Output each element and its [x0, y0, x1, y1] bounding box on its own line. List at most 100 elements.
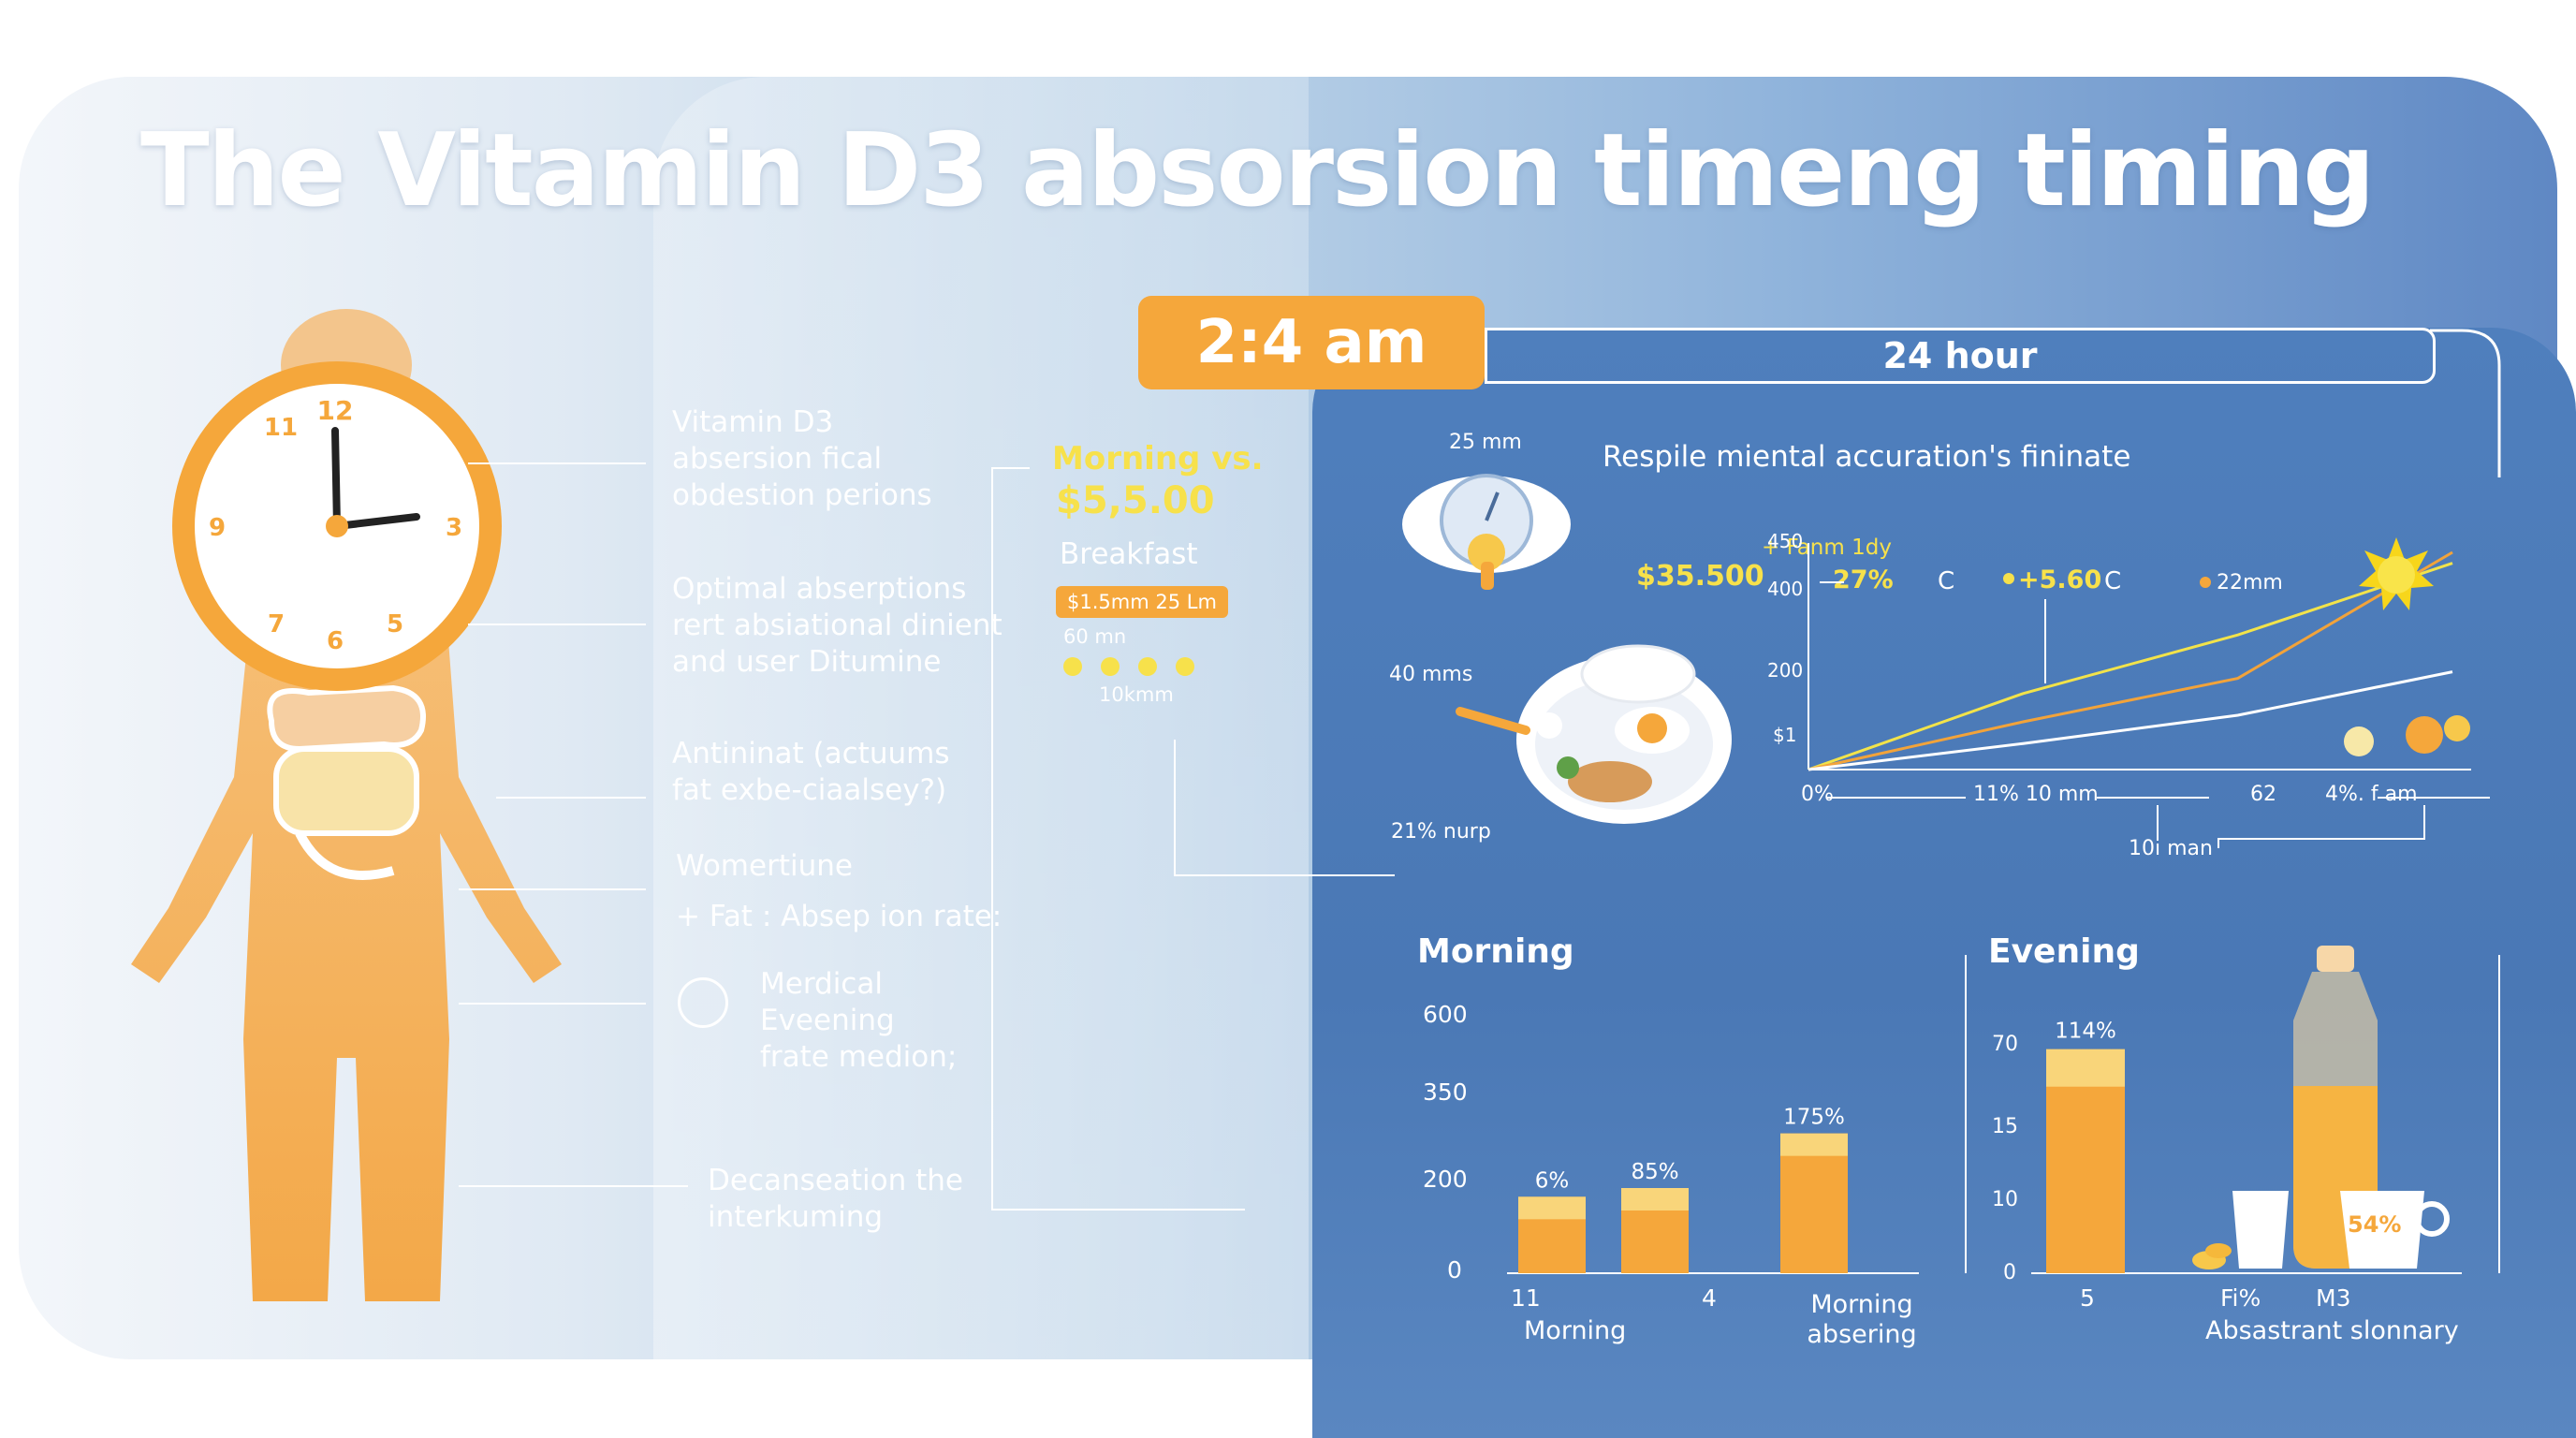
x-label-1: 11% 10 mm: [1973, 783, 2099, 806]
marker-dot: [2003, 573, 2014, 584]
food-bottom-label: 21% nurp: [1391, 820, 1491, 844]
clock-icon: 12 11 9 3 7 6 5: [172, 361, 502, 691]
label-line: Eveening: [760, 1004, 895, 1037]
x-axis-arrows: [1827, 797, 2490, 848]
y-tick: 600: [1423, 1001, 1468, 1028]
breakfast-plate-icon: [1456, 644, 1732, 824]
morning-bar-chart: 600 350 200 0 6% 85% 175%: [1423, 1001, 1919, 1284]
evening-m3-label: M3: [2316, 1284, 2351, 1312]
morning-bar-cap: [1621, 1188, 1689, 1211]
clock-number-7: 7: [268, 610, 285, 638]
breakfast-label: Breakfast: [1060, 537, 1198, 571]
clock-number-5: 5: [387, 610, 403, 638]
evening-bar-chart: 70 15 10 0 114%: [1965, 946, 2500, 1283]
line-series-1: [1808, 550, 2453, 771]
morning-category-1: 4: [1702, 1284, 1717, 1312]
morning-bar-cap: [1518, 1196, 1586, 1220]
coins-icon: [2192, 1243, 2232, 1269]
pills-icon: [2344, 715, 2470, 756]
label-absorption-periods: Vitamin D3 absersion fical obdestion per…: [672, 404, 932, 514]
label-line: Decanseation the: [708, 1164, 963, 1197]
x-label-0: 0%: [1801, 783, 1834, 806]
evening-chart-title: Evening: [1988, 932, 2140, 971]
morning-bar-label: 175%: [1783, 1106, 1845, 1130]
label-fat: Antininat (actuums fat exbe-ciaalsey?): [672, 736, 949, 809]
annotation-560: +5.60: [2018, 565, 2102, 594]
y-tick: 400: [1767, 578, 1803, 600]
label-medical-evening: Merdical Eveening frate medion;: [760, 966, 957, 1076]
label-line: Womertiune: [676, 849, 853, 883]
clock-number-12: 12: [317, 395, 354, 426]
morning-bar-cap: [1780, 1133, 1848, 1156]
morning-bar: [1780, 1133, 1848, 1273]
clock-number-9: 9: [209, 514, 226, 542]
y-tick: 10: [1992, 1188, 2018, 1211]
x-label-3: 4%. f am: [2325, 783, 2418, 806]
y-tick: 200: [1767, 659, 1803, 682]
y-tick: 0: [2003, 1261, 2016, 1283]
dot: [1138, 657, 1157, 676]
sun-icon: [2359, 537, 2434, 610]
morning-x-label: Morning: [1524, 1316, 1627, 1345]
label-line: obdestion perions: [672, 478, 932, 512]
page-title: The Vitamin D3 absorsion timeng timing: [140, 112, 2376, 229]
clock-number-6: 6: [327, 627, 344, 655]
label-line: rert absiational dinient: [672, 609, 1003, 642]
annotation-c2: C: [2104, 567, 2122, 595]
evening-x-label: Absastrant slonnary: [2205, 1316, 2459, 1345]
morning-category-0: 11: [1511, 1284, 1541, 1312]
clock-number-3: 3: [446, 514, 462, 542]
dot: [1176, 657, 1194, 676]
label-line: Vitamin D3: [672, 405, 834, 439]
dot: [1101, 657, 1120, 676]
food-price-label: $35.500: [1636, 560, 1764, 593]
body-illustration: 12 11 9 3 7 6 5: [131, 309, 562, 1301]
connector-lines: [459, 462, 688, 1187]
label-optimal-absorptions: Optimal abserptions rert absiational din…: [672, 571, 1003, 681]
hour-label: 24 hour: [1882, 335, 2038, 376]
time-tag: $1.5mm 25 Lm: [1056, 586, 1228, 618]
y-tick: 350: [1423, 1078, 1468, 1106]
x-label-4: 10ı man: [2129, 837, 2213, 860]
label-line: fat exbe-ciaalsey?): [672, 773, 947, 807]
y-tick: 0: [1447, 1256, 1462, 1284]
clock-number-11: 11: [264, 414, 298, 442]
line-series-2: [1808, 670, 2453, 771]
morning-bar-label: 85%: [1631, 1160, 1678, 1184]
morning-category-2: Morning absering: [1807, 1290, 1917, 1349]
annotation-22mm: 22mm: [2217, 571, 2283, 594]
y-tick: 200: [1423, 1166, 1468, 1193]
bracket-lines: [991, 467, 1395, 1211]
time-badge: 2:4 am: [1138, 296, 1485, 389]
y-tick: 70: [1992, 1033, 2018, 1056]
glass-icon: [2232, 1191, 2289, 1269]
annotation-c1: C: [1938, 567, 1955, 595]
line-series-0: [1808, 562, 2453, 771]
evening-fi-label: Fi%: [2220, 1284, 2261, 1312]
radio-circle: [678, 977, 728, 1028]
intestine-icon: [267, 684, 426, 880]
label-line: Optimal abserptions: [672, 572, 967, 606]
y-tick: $1: [1773, 724, 1796, 746]
panel-edge-line: [2430, 329, 2501, 477]
evening-category-0: 5: [2080, 1284, 2095, 1312]
price-label: $5,5.00: [1056, 479, 1215, 522]
cup-label: 54%: [2348, 1211, 2402, 1238]
stopwatch-icon: [1402, 474, 1571, 590]
y-tick: 450: [1767, 530, 1803, 552]
evening-bar-cap: [2046, 1049, 2125, 1087]
evening-bar-label: 114%: [2055, 1020, 2116, 1044]
annotation-27: 27%: [1833, 565, 1894, 594]
label-line: absersion fical: [672, 442, 883, 476]
label-line: interkuming: [708, 1200, 884, 1234]
marker-dot-orange: [2200, 577, 2211, 588]
cup-icon: [2340, 1191, 2450, 1269]
line-chart-title: Respile miental accuration's fininate: [1603, 440, 2131, 474]
dot-row: [1063, 657, 1194, 676]
label-line: frate medion;: [760, 1040, 958, 1074]
duration-label: 60 mn: [1063, 625, 1127, 648]
label-line: Merdical: [760, 967, 883, 1001]
food-left-label: 40 mms: [1389, 663, 1473, 686]
morning-chart-title: Morning: [1417, 932, 1574, 971]
dot: [1063, 657, 1082, 676]
